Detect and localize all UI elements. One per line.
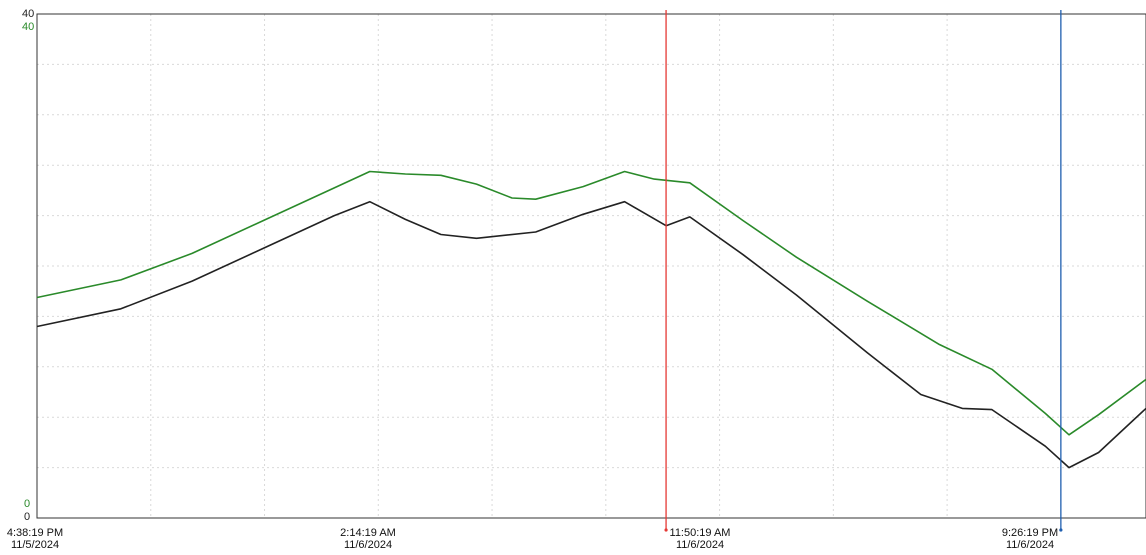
x-tick-label-date: 11/6/2024 [1006,539,1054,551]
cursor-layer [664,10,1063,532]
y-axis-green-max-label: 40 [22,21,34,33]
x-tick-label-date: 11/5/2024 [11,539,59,551]
x-tick-4: 9:26:19 PM 11/6/2024 [1002,527,1058,551]
series-layer [36,170,1146,469]
series-line-black [36,200,1146,469]
series-line-green [36,170,1146,436]
x-tick-label-time: 9:26:19 PM [1002,527,1058,539]
x-tick-1: 4:38:19 PM 11/5/2024 [7,527,63,551]
x-tick-label-date: 11/6/2024 [676,539,724,551]
x-tick-label-time: 2:14:19 AM [340,527,396,539]
y-axis-black-max-label: 40 [22,8,34,20]
x-tick-3: 11:50:19 AM 11/6/2024 [670,527,731,551]
blue-cursor-handle[interactable] [1059,528,1063,532]
y-axis-green-min-label: 0 [24,498,30,510]
red-cursor-handle[interactable] [664,528,668,532]
x-tick-2: 2:14:19 AM 11/6/2024 [340,527,396,551]
grid [37,14,1146,518]
x-tick-label-date: 11/6/2024 [344,539,392,551]
plot-area-border [36,13,1146,519]
y-axis-black-min-label: 0 [24,511,30,523]
x-tick-label-time: 11:50:19 AM [670,527,731,539]
x-tick-label-time: 4:38:19 PM [7,527,63,539]
